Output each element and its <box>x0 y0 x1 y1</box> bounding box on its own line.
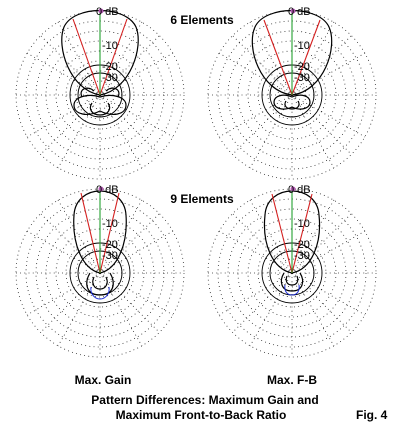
polar-plot-9-elements-max-gain: 0 dB -10 -20 -30 <box>15 184 185 358</box>
ring-label-0db: 0 dB <box>96 184 119 196</box>
column-label-max-fb: Max. F-B <box>267 373 317 387</box>
beamwidth-line-right <box>291 19 321 96</box>
polar-plot-9-elements-max-fb: 0 dB -10 -20 -30 <box>207 184 377 358</box>
heading-9-elements: 9 Elements <box>170 192 234 206</box>
beamwidth-line-left <box>263 19 293 96</box>
ring-label-20: -20 <box>294 239 310 251</box>
column-label-max-gain: Max. Gain <box>75 373 132 387</box>
beamwidth-line-right <box>99 192 120 274</box>
polar-plot-6-elements-max-fb: 0 dB -10 -20 -30 <box>207 6 377 180</box>
figure-caption-line-1: Pattern Differences: Maximum Gain and <box>91 393 318 407</box>
ring-label-10: -10 <box>294 218 310 230</box>
peak-marker <box>290 8 296 14</box>
ring-label-0db: 0 dB <box>96 6 119 18</box>
rear-lobes <box>86 272 114 300</box>
rear-lobes <box>273 94 311 110</box>
ring-label-20: -20 <box>102 61 118 73</box>
beamwidth-line-left <box>80 192 101 274</box>
peak-marker <box>98 186 104 192</box>
polar-plot-6-elements-max-gain: 0 dB -10 -20 -30 <box>15 6 185 180</box>
ring-label-30: -30 <box>102 250 118 262</box>
figure-number: Fig. 4 <box>356 408 388 422</box>
ring-label-0db: 0 dB <box>288 184 311 196</box>
ring-label-30: -30 <box>102 72 118 84</box>
ring-label-20: -20 <box>102 239 118 251</box>
beamwidth-line-right <box>291 193 313 274</box>
rear-lobes <box>280 272 304 296</box>
ring-labels: 0 dB -10 -20 -30 <box>96 184 119 262</box>
ring-label-10: -10 <box>102 218 118 230</box>
ring-label-30: -30 <box>294 72 310 84</box>
beamwidth-line-left <box>271 193 293 274</box>
ring-labels: 0 dB -10 -20 -30 <box>96 6 119 84</box>
ring-label-10: -10 <box>102 40 118 52</box>
ring-labels: 0 dB -10 -20 -30 <box>288 6 311 84</box>
ring-label-10: -10 <box>294 40 310 52</box>
beamwidth-line-right <box>99 18 128 96</box>
figure-caption-line-2: Maximum Front-to-Back Ratio <box>116 408 287 422</box>
ring-label-30: -30 <box>294 250 310 262</box>
ring-labels: 0 dB -10 -20 -30 <box>288 184 311 262</box>
peak-marker <box>290 186 296 192</box>
rear-lobes <box>73 87 127 116</box>
heading-6-elements: 6 Elements <box>170 13 234 27</box>
beamwidth-line-left <box>72 18 101 96</box>
ring-label-0db: 0 dB <box>288 6 311 18</box>
ring-label-20: -20 <box>294 61 310 73</box>
peak-marker <box>98 8 104 14</box>
